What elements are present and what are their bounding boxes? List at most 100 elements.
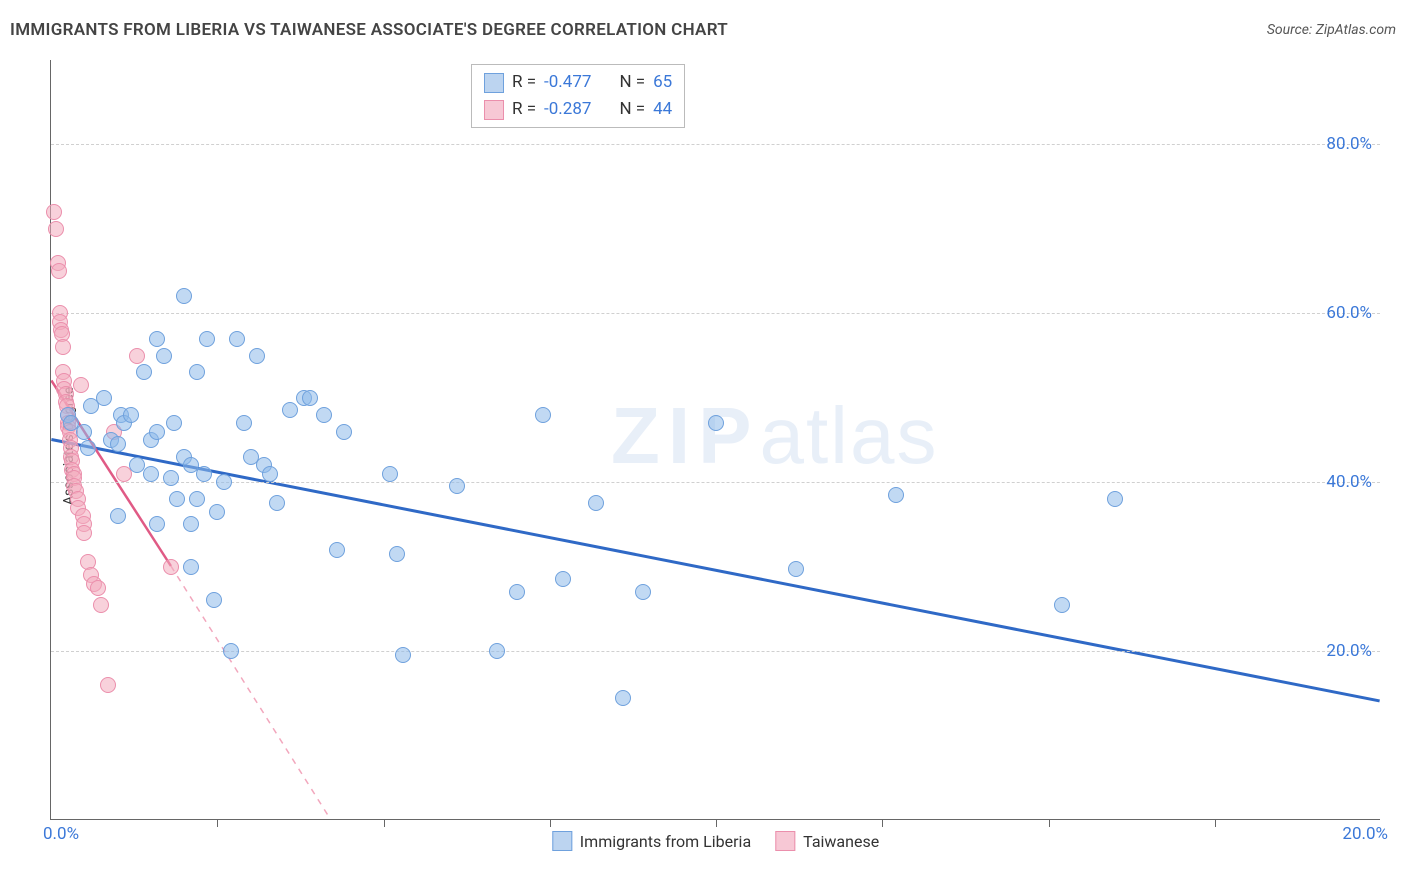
data-point — [223, 643, 239, 659]
x-tick — [217, 819, 218, 827]
data-point — [110, 436, 126, 452]
data-point — [90, 580, 106, 596]
gridline — [51, 144, 1380, 145]
data-point — [169, 491, 185, 507]
data-point — [229, 331, 245, 347]
data-point — [76, 424, 92, 440]
data-point — [166, 415, 182, 431]
data-point — [555, 571, 571, 587]
data-point — [189, 491, 205, 507]
data-point — [329, 542, 345, 558]
trend-lines — [51, 60, 1380, 819]
watermark-part2: atlas — [759, 391, 938, 480]
x-tick-first: 0.0% — [43, 824, 79, 844]
legend-r-value: -0.287 — [544, 96, 591, 123]
x-tick — [384, 819, 385, 827]
data-point — [110, 508, 126, 524]
legend-n-value: 65 — [653, 69, 672, 96]
data-point — [588, 495, 604, 511]
legend-n-label: N = — [619, 96, 645, 123]
scatter-plot: ZIPatlas R =-0.477N =65R =-0.287N =44 Im… — [50, 60, 1380, 820]
data-point — [149, 516, 165, 532]
data-point — [535, 407, 551, 423]
chart-title: IMMIGRANTS FROM LIBERIA VS TAIWANESE ASS… — [10, 20, 728, 40]
data-point — [262, 466, 278, 482]
y-tick-label: 60.0% — [1326, 303, 1372, 323]
data-point — [176, 288, 192, 304]
legend-swatch — [484, 100, 504, 120]
data-point — [382, 466, 398, 482]
data-point — [209, 504, 225, 520]
data-point — [76, 525, 92, 541]
data-point — [336, 424, 352, 440]
x-tick — [550, 819, 551, 827]
data-point — [156, 348, 172, 364]
data-point — [615, 690, 631, 706]
x-tick — [1215, 819, 1216, 827]
data-point — [55, 339, 71, 355]
data-point — [46, 204, 62, 220]
legend-stat-row: R = -0.287 N = 44 — [484, 96, 672, 123]
gridline — [51, 313, 1380, 314]
legend-item: Taiwanese — [775, 831, 879, 851]
legend-swatch — [552, 831, 572, 851]
legend-swatch — [484, 73, 504, 93]
y-tick-label: 20.0% — [1326, 641, 1372, 661]
data-point — [269, 495, 285, 511]
x-tick — [716, 819, 717, 827]
data-point — [708, 415, 724, 431]
gridline — [51, 651, 1380, 652]
legend-bottom: Immigrants from Liberia Taiwanese — [552, 831, 879, 851]
data-point — [163, 470, 179, 486]
legend-swatch — [775, 831, 795, 851]
data-point — [489, 643, 505, 659]
data-point — [136, 364, 152, 380]
data-point — [199, 331, 215, 347]
data-point — [51, 263, 67, 279]
data-point — [123, 407, 139, 423]
legend-item: Immigrants from Liberia — [552, 831, 751, 851]
data-point — [196, 466, 212, 482]
y-tick-label: 40.0% — [1326, 472, 1372, 492]
legend-series-label: Taiwanese — [803, 832, 879, 851]
x-tick — [1049, 819, 1050, 827]
data-point — [395, 647, 411, 663]
data-point — [149, 331, 165, 347]
data-point — [100, 677, 116, 693]
data-point — [449, 478, 465, 494]
legend-n-value: 44 — [653, 96, 672, 123]
legend-r-value: -0.477 — [544, 69, 591, 96]
data-point — [1054, 597, 1070, 613]
watermark: ZIPatlas — [611, 390, 938, 482]
legend-r-label: R = — [512, 69, 536, 96]
y-tick-label: 80.0% — [1326, 134, 1372, 154]
data-point — [143, 466, 159, 482]
data-point — [302, 390, 318, 406]
data-point — [73, 377, 89, 393]
x-tick — [882, 819, 883, 827]
gridline — [51, 482, 1380, 483]
data-point — [206, 592, 222, 608]
data-point — [93, 597, 109, 613]
data-point — [236, 415, 252, 431]
legend-series-label: Immigrants from Liberia — [580, 832, 751, 851]
data-point — [183, 516, 199, 532]
data-point — [635, 584, 651, 600]
legend-stat-row: R =-0.477N =65 — [484, 69, 672, 96]
data-point — [788, 561, 804, 577]
data-point — [282, 402, 298, 418]
data-point — [96, 390, 112, 406]
watermark-part1: ZIP — [611, 391, 759, 480]
source-label: Source: ZipAtlas.com — [1267, 22, 1396, 38]
data-point — [316, 407, 332, 423]
data-point — [216, 474, 232, 490]
x-tick-last: 20.0% — [1342, 824, 1388, 844]
legend-r-label: R = — [512, 96, 536, 123]
data-point — [888, 487, 904, 503]
data-point — [1107, 491, 1123, 507]
data-point — [509, 584, 525, 600]
data-point — [389, 546, 405, 562]
legend-top: R = -0.477 N = 65R = -0.287 N = 44 — [471, 64, 685, 128]
data-point — [189, 364, 205, 380]
data-point — [149, 424, 165, 440]
